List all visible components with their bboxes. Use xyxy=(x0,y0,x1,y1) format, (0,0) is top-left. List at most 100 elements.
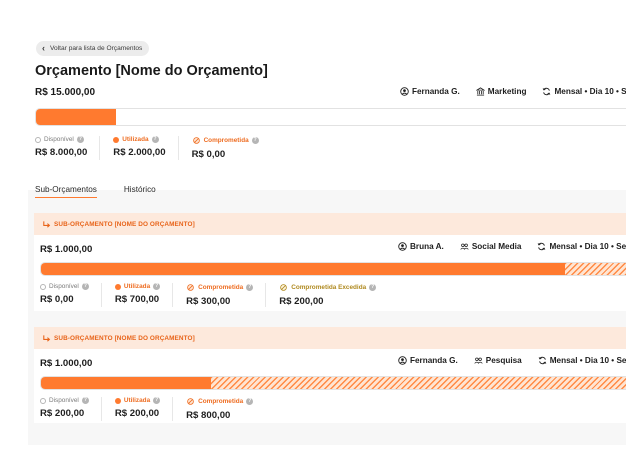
subdirectory-arrow-icon xyxy=(42,220,51,229)
help-icon[interactable]: ? xyxy=(81,397,89,404)
back-button-label: Voltar para lista de Orçamentos xyxy=(50,45,143,52)
sub-budget-header-title: SUB-ORÇAMENTO [NOME DO ORÇAMENTO] xyxy=(54,220,195,228)
exceeded-slash-icon xyxy=(279,283,288,292)
subdirectory-arrow-icon xyxy=(42,334,51,343)
stat-available-value: R$ 8.000,00 xyxy=(35,147,88,158)
budget-total-amount: R$ 15.000,00 xyxy=(35,87,96,98)
user-circle-icon xyxy=(398,356,407,365)
sub-budget-department: Social Media xyxy=(460,242,522,251)
help-icon[interactable]: ? xyxy=(76,136,84,143)
help-icon[interactable]: ? xyxy=(251,137,259,144)
available-dot-icon xyxy=(35,136,41,143)
refresh-icon xyxy=(542,87,551,96)
budget-department: Marketing xyxy=(475,87,527,96)
stat-available-label: Disponível xyxy=(49,283,79,290)
budget-stats: Disponível ? R$ 8.000,00 Utilizada ? R$ … xyxy=(35,136,284,160)
building-icon xyxy=(475,87,485,96)
available-dot-icon xyxy=(40,397,46,404)
sub-budget-progress-bar xyxy=(40,262,626,276)
used-dot-icon xyxy=(114,283,121,290)
sub-budget-header: SUB-ORÇAMENTO [NOME DO ORÇAMENTO] xyxy=(34,213,626,235)
sub-budget-amount: R$ 1.000,00 xyxy=(40,244,93,255)
stat-exceeded-label: Comprometida Excedida xyxy=(291,284,367,291)
budget-owner-name: Fernanda G. xyxy=(412,87,460,96)
sub-budget-department-name: Social Media xyxy=(471,242,522,251)
budget-progress-bar xyxy=(35,108,626,126)
stat-committed-value: R$ 0,00 xyxy=(191,149,226,160)
stat-available: Disponível ? R$ 8.000,00 xyxy=(35,136,101,160)
tab-bar: Sub-Orçamentos Histórico xyxy=(35,185,156,198)
stat-used-label: Utilizada xyxy=(123,397,151,404)
sub-budget-owner-name: Fernanda G. xyxy=(410,356,458,365)
help-icon[interactable]: ? xyxy=(81,283,89,290)
stat-committed-label: Comprometida xyxy=(198,284,244,291)
users-icon xyxy=(474,356,483,365)
stat-used: Utilizada ? R$ 200,00 xyxy=(114,397,174,421)
page-title: Orçamento [Nome do Orçamento] xyxy=(35,63,268,79)
sub-budget-meta: Bruna A. Social Media Mensal • Dia 10 • … xyxy=(398,242,626,251)
stat-used-label: Utilizada xyxy=(122,136,149,143)
progress-used-segment xyxy=(36,109,116,125)
sub-budget-owner: Fernanda G. xyxy=(398,356,458,365)
committed-slash-icon xyxy=(186,397,195,406)
sub-budget-card[interactable]: SUB-ORÇAMENTO [NOME DO ORÇAMENTO] R$ 1.0… xyxy=(34,327,626,423)
committed-slash-icon xyxy=(186,283,195,292)
tab-history[interactable]: Histórico xyxy=(123,185,156,194)
back-to-list-button[interactable]: ‹ Voltar para lista de Orçamentos xyxy=(36,41,150,56)
stat-used-value: R$ 200,00 xyxy=(114,408,160,419)
stat-available-label: Disponível xyxy=(44,136,74,143)
user-circle-icon xyxy=(400,87,409,96)
sub-budget-card[interactable]: SUB-ORÇAMENTO [NOME DO ORÇAMENTO] R$ 1.0… xyxy=(34,213,626,311)
sub-budget-owner: Bruna A. xyxy=(398,242,444,251)
used-dot-icon xyxy=(114,397,121,404)
stat-used-value: R$ 2.000,00 xyxy=(113,147,166,158)
stat-used: Utilizada ? R$ 2.000,00 xyxy=(113,136,179,160)
budget-page: ‹ Voltar para lista de Orçamentos Orçame… xyxy=(28,30,626,445)
user-circle-icon xyxy=(398,242,407,251)
help-icon[interactable]: ? xyxy=(246,398,254,405)
refresh-icon xyxy=(537,242,546,251)
users-icon xyxy=(460,242,469,251)
stat-committed: Comprometida ? R$ 0,00 xyxy=(192,136,271,160)
stat-available-label: Disponível xyxy=(49,397,79,404)
stat-exceeded-value: R$ 200,00 xyxy=(279,296,324,307)
progress-used-segment xyxy=(41,377,211,389)
help-icon[interactable]: ? xyxy=(246,284,254,291)
tab-sub-budgets[interactable]: Sub-Orçamentos xyxy=(35,185,97,198)
sub-budget-department: Pesquisa xyxy=(474,356,522,365)
help-icon[interactable]: ? xyxy=(153,283,161,290)
committed-slash-icon xyxy=(192,136,201,145)
sub-budget-header: SUB-ORÇAMENTO [NOME DO ORÇAMENTO] xyxy=(34,327,626,349)
sub-budget-meta: Fernanda G. Pesquisa Mensal • Dia 10 • S… xyxy=(398,356,626,365)
stat-available: Disponível ? R$ 200,00 xyxy=(40,397,102,421)
sub-budget-progress-bar xyxy=(40,376,626,390)
stat-committed-value: R$ 300,00 xyxy=(186,296,231,307)
sub-budget-owner-name: Bruna A. xyxy=(410,242,444,251)
help-icon[interactable]: ? xyxy=(153,397,161,404)
stat-available-value: R$ 200,00 xyxy=(40,408,85,419)
stat-available-value: R$ 0,00 xyxy=(40,294,74,305)
budget-recurrence: Mensal • Dia 10 • Sem Prazo xyxy=(542,87,626,96)
help-icon[interactable]: ? xyxy=(151,136,159,143)
stat-used: Utilizada ? R$ 700,00 xyxy=(114,283,174,307)
progress-committed-segment xyxy=(564,263,626,275)
stat-committed-label: Comprometida xyxy=(198,398,244,405)
budget-department-name: Marketing xyxy=(487,87,527,96)
budget-summary-card: ‹ Voltar para lista de Orçamentos Orçame… xyxy=(28,30,626,190)
sub-budget-recurrence: Mensal • Dia 10 • Sem Prazo xyxy=(538,356,626,365)
progress-used-segment xyxy=(41,263,565,275)
stat-committed: Comprometida ? R$ 300,00 xyxy=(186,283,267,307)
sub-budget-recurrence-text: Mensal • Dia 10 • Sem Prazo xyxy=(549,242,626,251)
sub-budget-stats: Disponível ? R$ 0,00 Utilizada ? R$ 700,… xyxy=(40,283,401,307)
sub-budget-stats: Disponível ? R$ 200,00 Utilizada ? R$ 20… xyxy=(40,397,278,421)
sub-budget-header-title: SUB-ORÇAMENTO [NOME DO ORÇAMENTO] xyxy=(54,334,195,342)
available-dot-icon xyxy=(40,283,46,290)
stat-used-value: R$ 700,00 xyxy=(114,294,160,305)
progress-committed-segment xyxy=(210,377,626,389)
stat-committed-value: R$ 800,00 xyxy=(186,410,231,421)
budget-recurrence-text: Mensal • Dia 10 • Sem Prazo xyxy=(554,87,626,96)
stat-exceeded: Comprometida Excedida ? R$ 200,00 xyxy=(279,283,388,307)
sub-budget-amount: R$ 1.000,00 xyxy=(40,358,93,369)
help-icon[interactable]: ? xyxy=(369,284,377,291)
stat-used-label: Utilizada xyxy=(123,283,151,290)
